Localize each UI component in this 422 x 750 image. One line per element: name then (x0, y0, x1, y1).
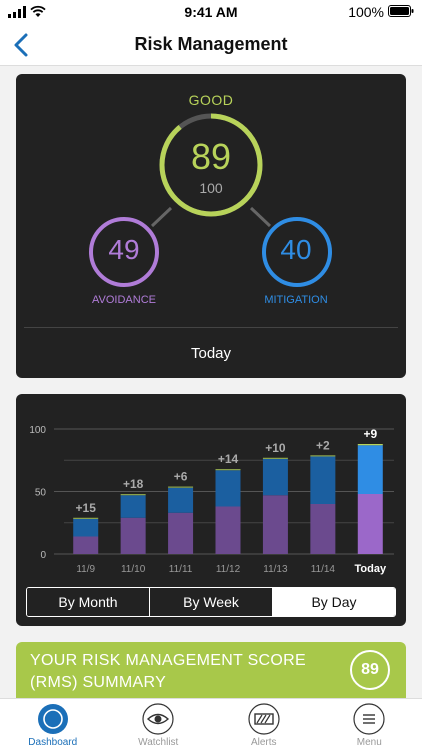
bar-segment (262, 459, 288, 496)
x-tick-label: 11/14 (311, 564, 336, 575)
x-tick-label: Today (354, 563, 386, 575)
bar-segment (73, 517, 99, 519)
y-tick-label: 0 (40, 550, 46, 561)
bar-segment (120, 495, 146, 518)
stacked-bar-chart: 0 50 100 +15 11/9 +18 11/10 +6 11/11 +14 11/12 +10 1… (29, 425, 394, 575)
bar-segment (215, 506, 241, 554)
bar-segment (215, 470, 241, 507)
bar-segment (310, 504, 336, 554)
bar-segment (168, 512, 194, 554)
bar-segment (310, 456, 336, 504)
score-max: 100 (199, 180, 223, 196)
x-tick-label: 11/13 (263, 564, 288, 575)
score-rating: GOOD (188, 92, 234, 108)
status-bar: 9:41 AM 100% (0, 0, 422, 24)
x-tick-label: 11/12 (216, 564, 241, 575)
tab-label: Menu (356, 737, 382, 748)
tab-label: Alerts (250, 737, 277, 748)
menu-icon (353, 703, 385, 735)
bar-segment (168, 486, 194, 488)
bar-annotation: +14 (218, 452, 239, 466)
score-value: 89 (190, 136, 232, 177)
back-chevron-icon[interactable] (10, 32, 34, 58)
bar-segment (168, 487, 194, 513)
segment-by-month[interactable]: By Month (27, 588, 149, 616)
avoidance-label: AVOIDANCE (92, 294, 156, 306)
bar-segment (357, 494, 383, 554)
bar-segment (215, 469, 241, 471)
segment-by-day[interactable]: By Day (272, 588, 395, 616)
bar-segment (120, 494, 146, 496)
bar-segment (310, 455, 336, 457)
alerts-icon (248, 703, 280, 735)
mitigation-ring (262, 217, 332, 287)
battery-percent: 100% (348, 4, 384, 20)
segment-by-week[interactable]: By Week (149, 588, 272, 616)
avoidance-value: 49 (108, 234, 140, 265)
tab-label: Dashboard (28, 737, 78, 748)
tab-alerts[interactable]: Alerts (211, 699, 317, 750)
card-divider (24, 327, 398, 328)
eye-icon (142, 703, 174, 735)
bar-annotation: +9 (363, 427, 377, 441)
tab-watchlist[interactable]: Watchlist (106, 699, 212, 750)
mitigation-value: 40 (280, 234, 312, 265)
bar-segment (73, 536, 99, 554)
connector-right (249, 206, 272, 228)
wifi-icon (30, 5, 46, 17)
tab-label: Watchlist (138, 737, 179, 748)
mitigation-label: MITIGATION (264, 294, 328, 306)
status-time: 9:41 AM (184, 4, 238, 20)
rms-title: YOUR RISK MANAGEMENT SCORE (RMS) SUMMARY (30, 652, 306, 691)
x-tick-label: 11/9 (76, 564, 95, 575)
battery-icon (388, 5, 414, 17)
main-gauge-arc (159, 113, 263, 217)
dashboard-icon (37, 704, 68, 734)
tab-bar: Dashboard Watchlist Alerts Menu (0, 698, 422, 750)
rms-score-badge: 89 (350, 650, 390, 690)
bar-segment (357, 444, 383, 446)
y-tick-label: 100 (29, 425, 46, 436)
signal-icon (8, 6, 26, 18)
x-tick-label: 11/10 (121, 564, 146, 575)
avoidance-ring (89, 217, 159, 287)
history-chart-card: 0 50 100 +15 11/9 +18 11/10 +6 11/11 +14 11/12 +10 1… (16, 394, 406, 626)
period-label: Today (190, 345, 232, 362)
tab-dashboard[interactable]: Dashboard (0, 699, 106, 750)
bar-segment (262, 495, 288, 554)
y-tick-label: 50 (35, 488, 47, 499)
bar-annotation: +2 (316, 438, 330, 452)
page-title: Risk Management (134, 34, 288, 54)
bar-annotation: +10 (265, 441, 286, 455)
bar-annotation: +6 (174, 470, 188, 484)
tab-menu[interactable]: Menu (317, 699, 422, 750)
bar-segment (262, 457, 288, 459)
bar-annotation: +18 (123, 477, 144, 491)
bar-annotation: +15 (76, 501, 97, 515)
bar-segment (357, 445, 383, 494)
period-segmented-control: By Month By Week By Day (26, 587, 396, 617)
score-gauges (89, 113, 332, 287)
bar-segment (73, 519, 99, 537)
nav-bar: Risk Management (0, 24, 422, 66)
connector-left (150, 206, 173, 228)
x-tick-label: 11/11 (169, 564, 193, 575)
rms-summary-banner[interactable]: YOUR RISK MANAGEMENT SCORE (RMS) SUMMARY… (16, 642, 406, 698)
bar-segment (120, 517, 146, 554)
score-card[interactable]: GOOD 89 100 49 40 AVOIDANCE MITIGATION T… (16, 74, 406, 378)
